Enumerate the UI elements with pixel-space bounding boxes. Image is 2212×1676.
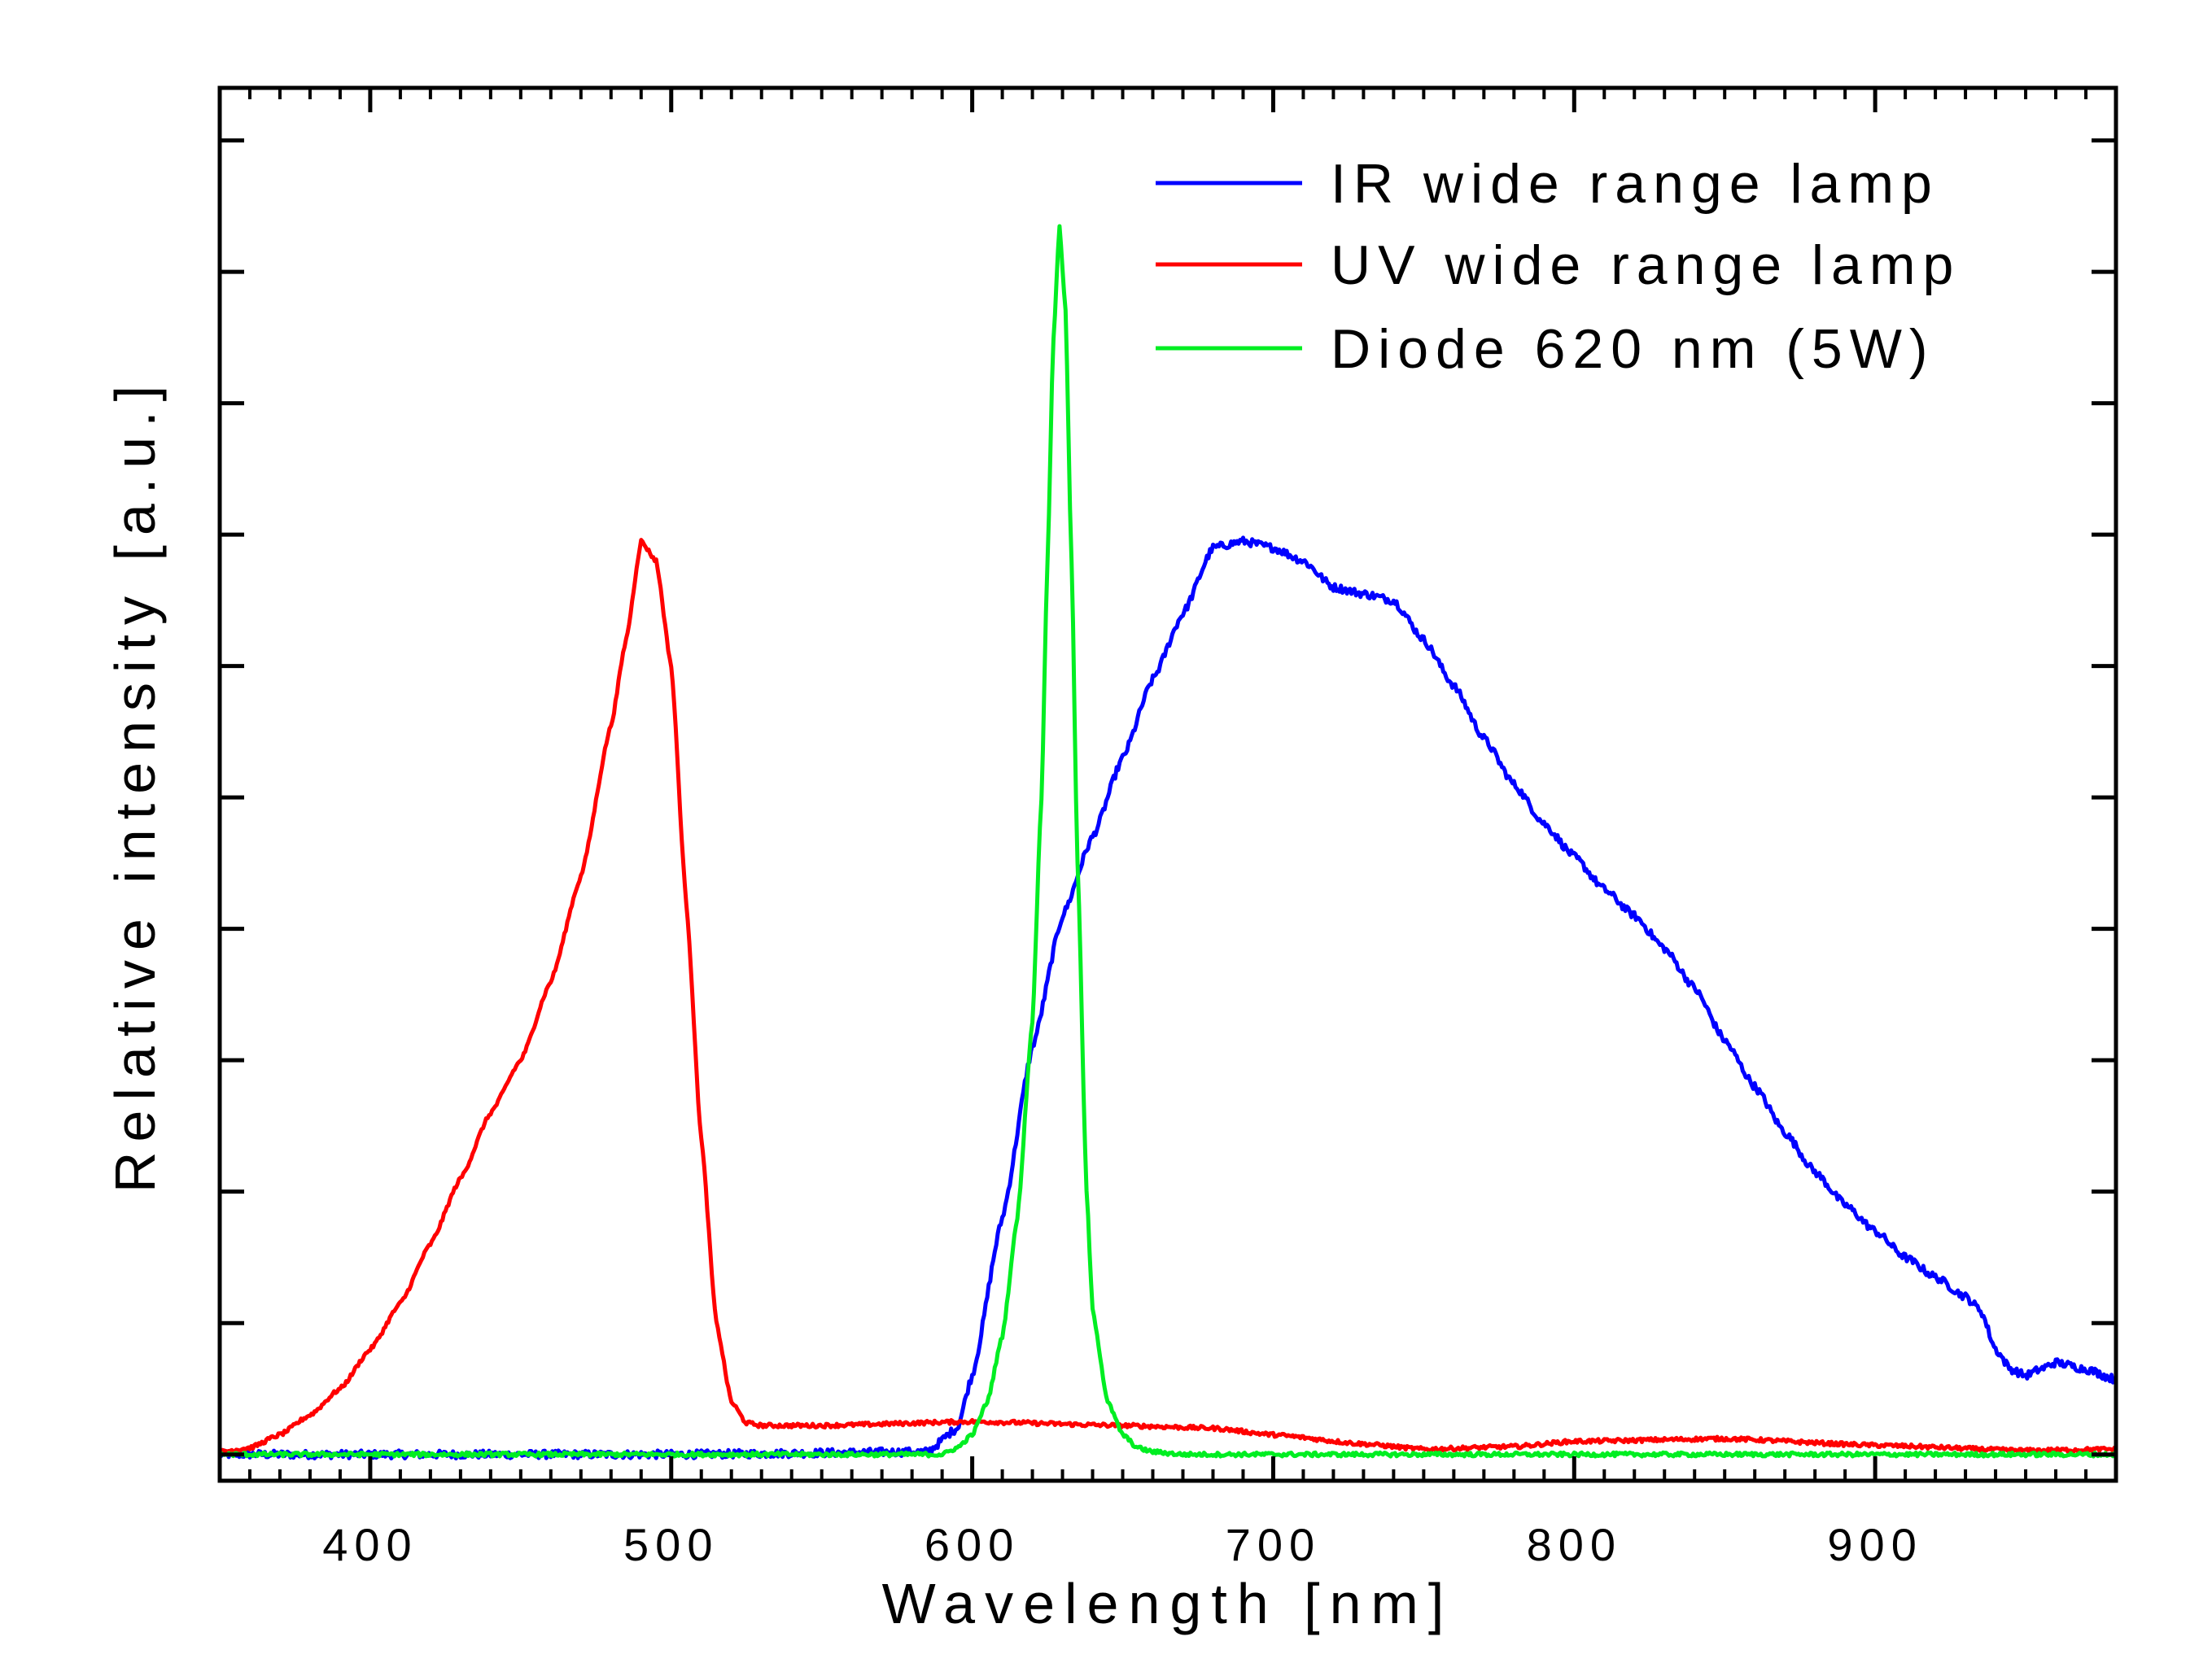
ir-lamp-line bbox=[217, 535, 2118, 1460]
legend-label-diode: Diode 620 nm (5W) bbox=[1331, 318, 1935, 380]
legend: IR wide range lamp UV wide range lamp Di… bbox=[1156, 153, 1961, 380]
x-tick-labels: 400 500 600 700 800 900 bbox=[322, 1519, 1922, 1570]
uv-lamp-line bbox=[217, 538, 2118, 1455]
legend-label-ir: IR wide range lamp bbox=[1331, 153, 1939, 215]
x-tick-label-400: 400 bbox=[322, 1519, 417, 1570]
x-tick-label-700: 700 bbox=[1226, 1519, 1321, 1570]
x-tick-label-800: 800 bbox=[1527, 1519, 1622, 1570]
x-tick-label-600: 600 bbox=[925, 1519, 1020, 1570]
y-axis-title: Relative intensity [a.u.] bbox=[103, 376, 167, 1193]
legend-label-uv: UV wide range lamp bbox=[1331, 234, 1961, 296]
plot-lines bbox=[217, 224, 2118, 1460]
x-axis-title: Wavelength [nm] bbox=[882, 1572, 1454, 1635]
x-tick-label-500: 500 bbox=[623, 1519, 719, 1570]
x-tick-label-900: 900 bbox=[1827, 1519, 1922, 1570]
diode-620-line bbox=[217, 224, 2117, 1459]
plot-frame bbox=[217, 85, 2118, 1483]
